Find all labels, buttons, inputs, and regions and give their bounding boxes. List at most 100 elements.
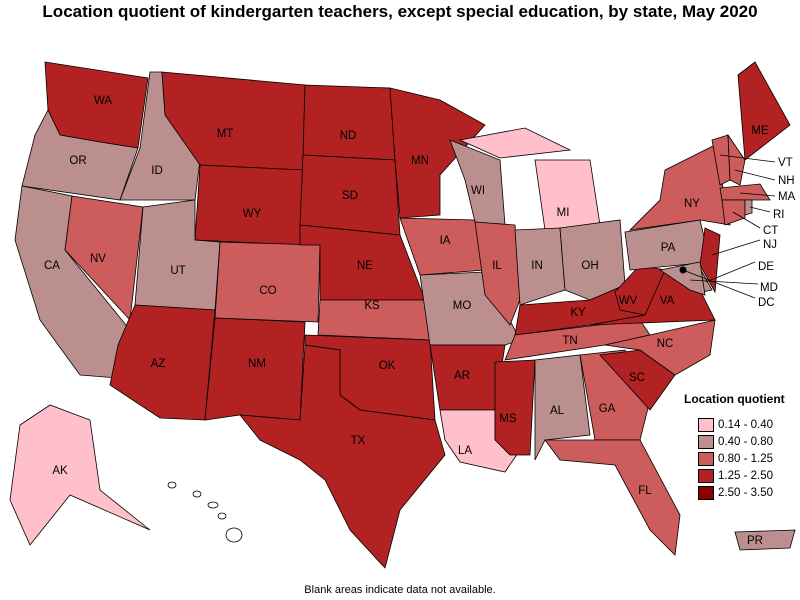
state-hi[interactable] (225, 527, 243, 543)
state-label-il: IL (492, 260, 502, 272)
state-label-ak: AK (52, 465, 68, 477)
state-label-ar: AR (454, 370, 470, 382)
state-label-nv: NV (90, 253, 106, 265)
state-label-wy: WY (243, 208, 262, 220)
state-label-sd: SD (342, 190, 358, 202)
callout-line (732, 211, 761, 229)
state-label-ky: KY (570, 307, 586, 319)
callout-line (739, 192, 776, 197)
state-me[interactable] (737, 61, 791, 161)
state-co[interactable] (214, 241, 321, 323)
state-label-md: MD (760, 282, 778, 294)
callout-line (719, 154, 776, 163)
callout-line (682, 269, 756, 299)
callout-line (689, 279, 759, 285)
state-nc[interactable] (604, 319, 716, 376)
state-label-ri: RI (773, 209, 785, 221)
callout-line (711, 239, 761, 256)
legend-item: 0.80 - 1.25 (698, 450, 785, 467)
legend-swatch (698, 434, 714, 449)
state-label-la: LA (458, 445, 472, 457)
state-label-dc: DC (758, 297, 775, 309)
legend-item: 1.25 - 2.50 (698, 467, 785, 484)
state-label-ut: UT (170, 265, 185, 277)
state-label-fl: FL (638, 485, 652, 497)
callout-line (749, 206, 771, 213)
state-label-ne: NE (357, 260, 373, 272)
state-label-wi: WI (471, 185, 485, 197)
state-hi[interactable] (217, 512, 227, 520)
state-label-me: ME (751, 125, 769, 137)
state-label-ga: GA (599, 403, 616, 415)
legend-item: 2.50 - 3.50 (698, 484, 785, 501)
state-label-mi: MI (557, 207, 570, 219)
map-title: Location quotient of kindergarten teache… (42, 2, 758, 21)
state-label-ct: CT (763, 225, 778, 237)
state-label-nj: NJ (763, 239, 777, 251)
state-label-ms: MS (499, 413, 517, 425)
state-fl[interactable] (544, 439, 681, 556)
state-mn[interactable] (389, 87, 486, 219)
state-label-vt: VT (778, 157, 793, 169)
legend-item: 0.40 - 0.80 (698, 433, 785, 450)
state-hi[interactable] (207, 501, 219, 509)
state-label-sc: SC (629, 372, 645, 384)
callout-line (705, 261, 756, 283)
state-hi[interactable] (167, 481, 177, 489)
state-label-tn: TN (562, 335, 577, 347)
state-az[interactable] (109, 304, 216, 421)
state-md[interactable] (658, 261, 706, 296)
state-al[interactable] (534, 354, 591, 461)
state-label-de: DE (758, 261, 774, 273)
state-label-ok: OK (379, 360, 396, 372)
state-label-wv: WV (619, 295, 638, 307)
state-il[interactable] (474, 221, 521, 326)
state-label-al: AL (550, 405, 565, 417)
state-label-va: VA (660, 295, 675, 307)
state-label-or: OR (69, 155, 86, 167)
state-hi[interactable] (192, 490, 202, 498)
state-label-nh: NH (778, 175, 795, 187)
state-label-pr: PR (747, 535, 763, 547)
state-label-pa: PA (661, 242, 676, 254)
state-wy[interactable] (194, 164, 304, 246)
legend-swatch (698, 468, 714, 483)
state-label-ks: KS (364, 300, 380, 312)
state-label-ma: MA (778, 191, 796, 203)
state-label-nc: NC (657, 338, 674, 350)
state-label-co: CO (259, 285, 276, 297)
state-nh[interactable] (727, 133, 746, 186)
state-label-mt: MT (217, 128, 234, 140)
state-label-in: IN (531, 260, 543, 272)
state-or[interactable] (21, 109, 139, 201)
legend: Location quotient 0.14 - 0.40 0.40 - 0.8… (684, 392, 785, 501)
footnote: Blank areas indicate data not available. (304, 584, 496, 596)
state-label-nd: ND (340, 130, 357, 142)
state-label-mn: MN (411, 155, 429, 167)
state-label-az: AZ (151, 358, 166, 370)
state-mi[interactable] (458, 127, 572, 159)
state-label-id: ID (151, 165, 163, 177)
callout-line (734, 169, 776, 181)
state-ma[interactable] (719, 183, 771, 201)
state-tx[interactable] (239, 344, 446, 569)
state-ak[interactable] (9, 404, 151, 546)
state-ms[interactable] (494, 359, 536, 456)
state-label-mo: MO (453, 300, 472, 312)
legend-swatch (698, 417, 714, 432)
state-label-ny: NY (684, 198, 700, 210)
state-nj[interactable] (699, 227, 721, 294)
state-mi[interactable] (534, 159, 601, 231)
state-ri[interactable] (744, 199, 753, 216)
state-label-ca: CA (44, 260, 60, 272)
state-nd[interactable] (302, 84, 396, 161)
legend-item: 0.14 - 0.40 (698, 416, 785, 433)
state-label-nm: NM (248, 358, 266, 370)
state-label-wa: WA (94, 95, 112, 107)
state-pr[interactable] (734, 529, 796, 551)
state-label-tx: TX (351, 435, 366, 447)
legend-title: Location quotient (684, 392, 785, 406)
legend-swatch (698, 485, 714, 500)
state-label-oh: OH (581, 260, 598, 272)
